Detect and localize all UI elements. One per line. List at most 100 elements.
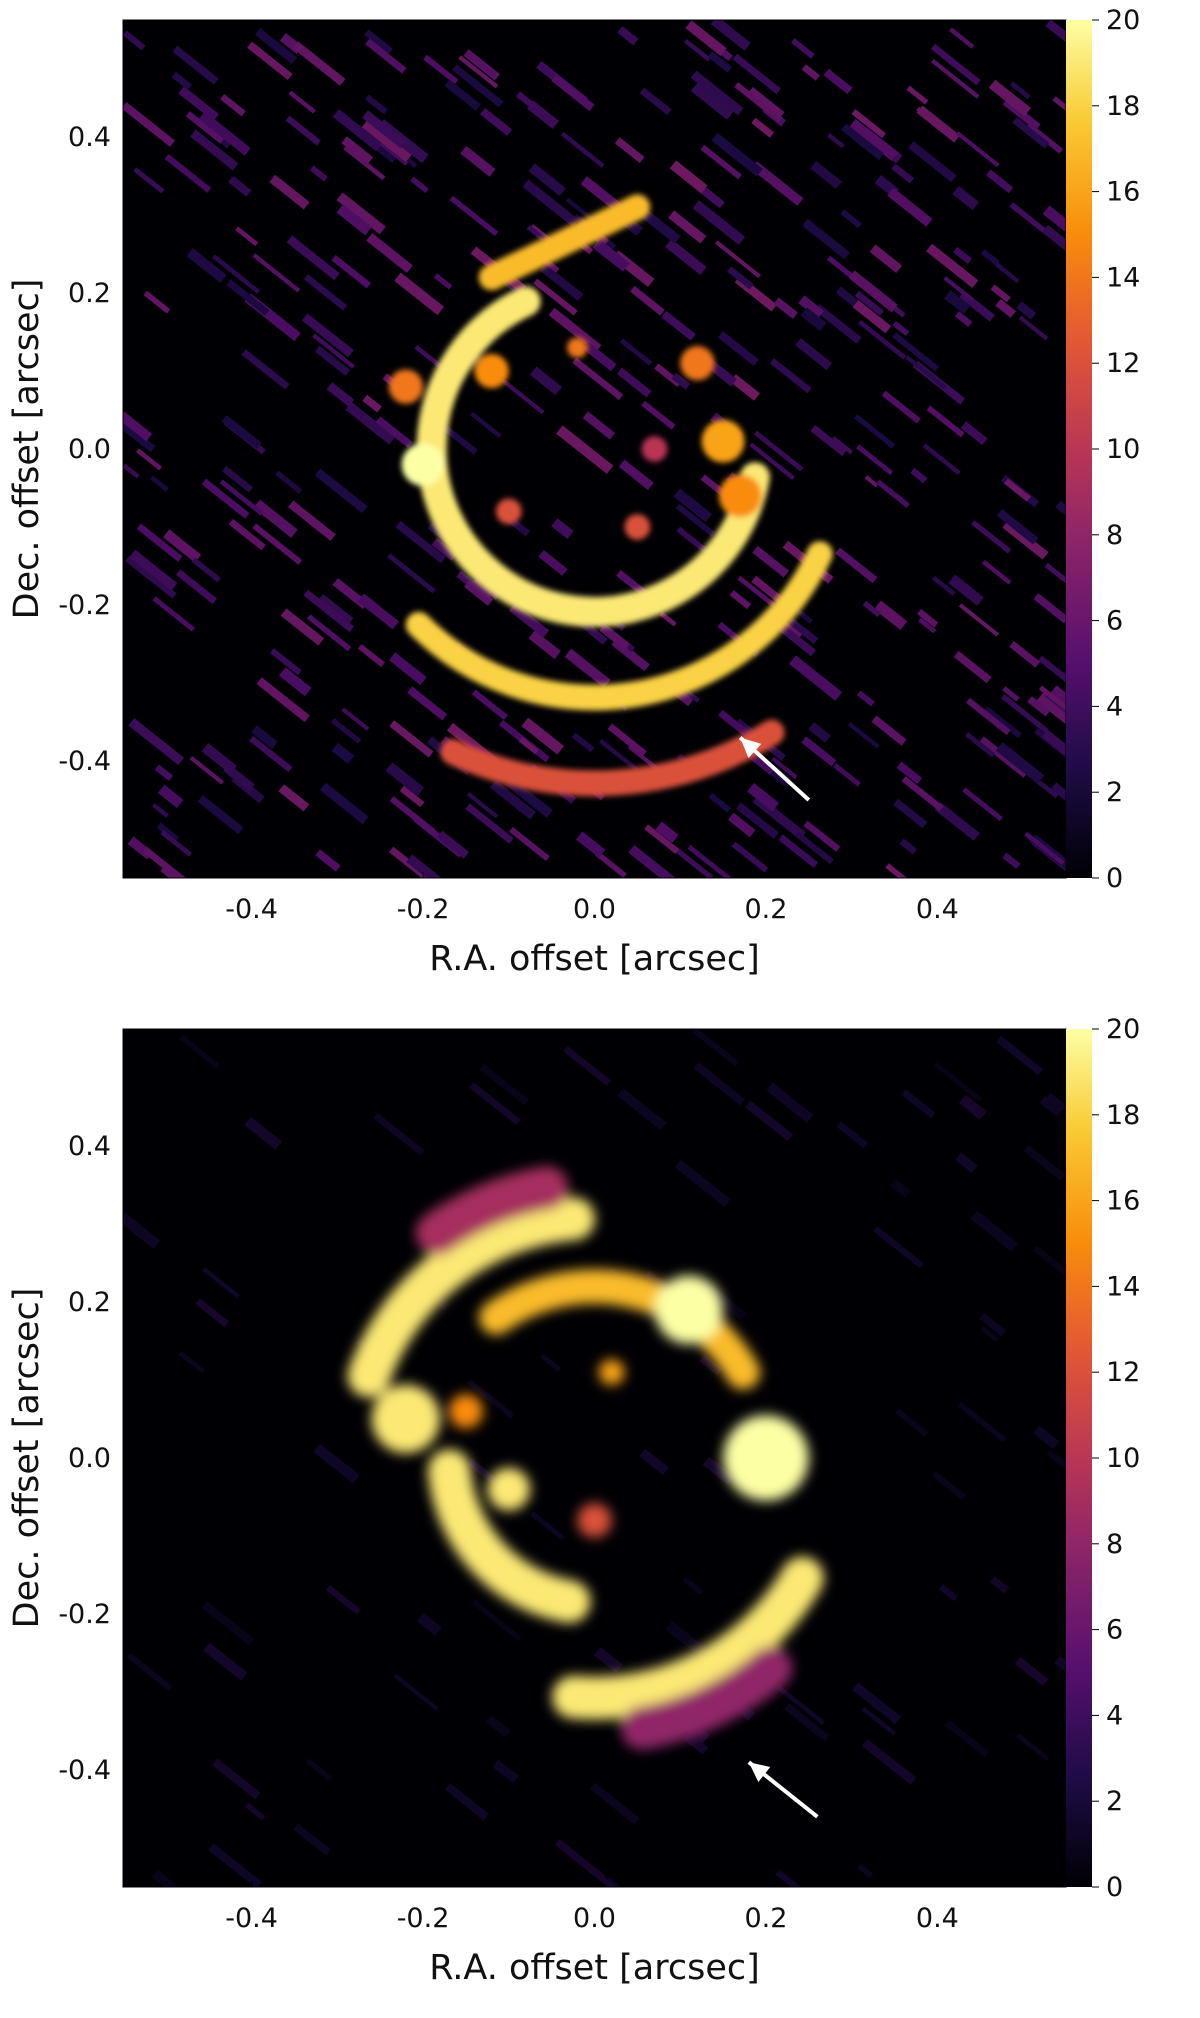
noise-streak [916,105,960,143]
noise-streak [714,240,761,279]
noise-streak [958,1094,987,1120]
noise-streak [980,249,1000,266]
noise-streak [729,590,752,610]
heatmap-chart-0: -0.4 -0.2 0.0 0.2 0.4 0.4 0.2 0.0 -0.2 -0.4 R.A. o… [7,5,1140,979]
noise-streak [953,650,992,684]
noise-streak [682,1576,704,1595]
feature-blob-9 [487,1467,531,1511]
noise-streak [220,94,246,117]
noise-streak [628,845,675,878]
noise-streak [731,841,769,873]
noise-streak [395,520,446,564]
noise-streak [465,803,514,844]
noise-streak [955,1152,978,1174]
noise-streak [1027,696,1051,717]
noise-streak [1002,686,1020,702]
noise-streak [717,331,759,366]
feature-blob-10 [598,1359,625,1386]
noise-streak [835,547,878,584]
colorbar-tick-label: 2 [1106,1786,1123,1817]
y-tick-label: -0.2 [58,590,111,621]
noise-streak [1024,831,1065,866]
noise-streak [539,263,584,302]
noise-streak [789,655,843,701]
noise-streak [592,239,630,272]
noise-streak [249,735,293,773]
noise-streak [669,160,708,194]
noise-streak [341,707,370,731]
noise-streak [771,757,798,780]
feature-blob-6 [654,1275,724,1345]
arrow-annotation [747,1760,819,1819]
colorbar-tick-label: 2 [1106,777,1123,808]
noise-streak [293,1823,331,1856]
heatmap-image [123,20,1066,878]
noise-streak [769,358,812,394]
noise-streak [556,425,614,474]
arrow-head [740,737,762,759]
noise-streak [847,722,880,749]
noise-streak [810,160,843,190]
noise-streak [1042,205,1066,233]
feature-line-3 [478,194,651,291]
noise-streak [312,333,355,369]
feature-blob-7 [723,1415,809,1501]
noise-streak [1014,1656,1049,1686]
noise-streak [676,526,710,555]
y-tick-label: -0.4 [58,1755,111,1786]
noise-streak [861,1706,896,1736]
noise-streak [226,279,270,316]
noise-streak [856,690,875,707]
noise-streak [406,854,442,878]
noise-streak [136,523,183,562]
noise-streak [443,425,478,455]
noise-streak [700,144,742,180]
noise-streak [588,627,608,645]
noise-streak [449,195,499,237]
colorbar-gradient [1066,1029,1092,1887]
noise-streak [172,45,219,85]
noise-streak [985,169,1014,194]
noise-streak [136,448,162,471]
feature-blob-8 [718,474,762,518]
heatmap-background [123,20,1066,878]
feature-blob-12 [641,436,668,462]
feature-arc-2 [479,1269,761,1390]
noise-streak [530,1511,565,1541]
colorbar-tick-label: 8 [1106,1529,1123,1560]
noise-streak [314,468,368,514]
noise-streak [954,311,973,328]
noise-streak [800,307,827,332]
noise-streak [1026,122,1064,154]
noise-streak [881,390,921,424]
noise-streak [1033,1425,1060,1450]
noise-streak [1032,1245,1066,1278]
noise-streak [735,802,779,839]
y-tick-label: 0.2 [68,1287,111,1318]
noise-streak [692,1029,740,1067]
noise-streak [693,1062,746,1106]
noise-streak [1052,96,1066,112]
noise-streak [156,822,180,843]
colorbar-tick-label: 16 [1106,1186,1140,1217]
noise-streak [953,246,972,264]
noise-streak [527,100,560,129]
noise-streak [614,137,645,164]
feature-arc-1 [552,1556,824,1720]
noise-streak [497,375,545,415]
feature-arc-3 [427,1449,591,1623]
noise-streak [212,1758,261,1800]
noise-streak [244,1116,283,1150]
emission-features [388,194,833,797]
noise-streak [126,1652,173,1691]
noise-streak [687,844,733,878]
noise-streak [795,338,833,371]
heatmap-image [123,1029,1066,1887]
noise-streak [943,276,974,302]
y-axis-label: Dec. offset [arcsec] [7,1288,47,1629]
y-tick-label: 0.0 [68,434,111,465]
noise-streak [1038,685,1066,712]
noise-streak [745,1100,794,1142]
noise-streak [1009,641,1041,668]
noise-streak [751,117,775,138]
